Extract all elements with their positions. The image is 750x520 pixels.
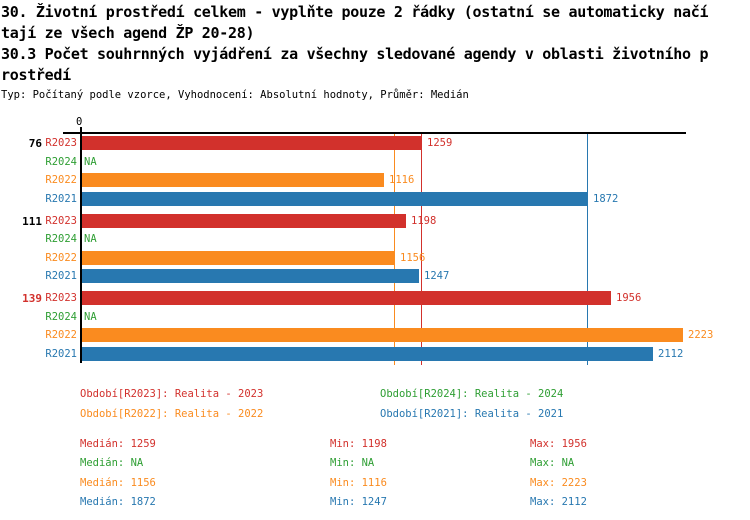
row-label-r2021: R2021 (45, 348, 77, 360)
stats-summary: Medián: 1259 Min: 1198 Max: 1956 Medián: NA… (0, 436, 750, 516)
chart-subtitle-line-2: rostředí (1, 66, 71, 84)
stat-median-r2023: Medián: 1259 (80, 438, 156, 450)
bar-value-label: 2223 (688, 329, 714, 341)
group-label: 139 (22, 292, 42, 305)
row-label-r2023: R2023 (45, 215, 77, 227)
bar-r2022 (82, 328, 683, 342)
stat-median-r2021: Medián: 1872 (80, 496, 156, 508)
stat-min-r2022: Min: 1116 (330, 477, 387, 489)
stat-max-r2021: Max: 2112 (530, 496, 587, 508)
na-value-label: NA (84, 311, 97, 323)
stat-median-r2024: Medián: NA (80, 457, 144, 469)
median-reference-line-r2022 (394, 134, 395, 365)
row-label-r2023: R2023 (45, 292, 77, 304)
stat-max-r2024: Max: NA (530, 457, 575, 469)
bar-value-label: 2112 (658, 348, 684, 360)
page-title-line-1: 30. Životní prostředí celkem - vyplňte p… (1, 3, 709, 21)
row-label-r2024: R2024 (45, 156, 77, 168)
y-axis-line (80, 127, 82, 363)
chart-legend: Období[R2023]: Realita - 2023 Období[R202… (0, 386, 750, 430)
x-axis-zero-tick-label: 0 (76, 116, 83, 128)
bar-r2023 (82, 291, 611, 305)
x-axis-line (63, 132, 686, 134)
stat-max-r2023: Max: 1956 (530, 438, 587, 450)
stat-min-r2023: Min: 1198 (330, 438, 387, 450)
stat-median-r2022: Medián: 1156 (80, 477, 156, 489)
stat-min-r2024: Min: NA (330, 457, 375, 469)
na-value-label: NA (84, 233, 97, 245)
row-label-r2021: R2021 (45, 193, 77, 205)
row-label-r2022: R2022 (45, 252, 77, 264)
row-label-r2022: R2022 (45, 329, 77, 341)
row-label-r2022: R2022 (45, 174, 77, 186)
row-label-r2024: R2024 (45, 311, 77, 323)
bar-r2021 (82, 192, 588, 206)
bar-value-label: 1247 (424, 270, 450, 282)
legend-item-r2021: Období[R2021]: Realita - 2021 (380, 408, 564, 420)
bar-r2022 (82, 173, 384, 187)
page-title-line-2: tají ze všech agend ŽP 20-28) (1, 24, 255, 42)
bar-value-label: 1259 (427, 137, 453, 149)
bar-value-label: 1198 (411, 215, 437, 227)
chart-subtitle-line-1: 30.3 Počet souhrnných vyjádření za všech… (1, 45, 709, 63)
stat-min-r2021: Min: 1247 (330, 496, 387, 508)
bar-value-label: 1156 (400, 252, 426, 264)
bar-r2023 (82, 214, 406, 228)
legend-item-r2024: Období[R2024]: Realita - 2024 (380, 388, 564, 400)
bar-r2021 (82, 269, 419, 283)
bar-chart: 0 76 R2023 1259 R2024 NA R2022 1116 R2021 1872 11… (22, 116, 714, 365)
legend-item-r2023: Období[R2023]: Realita - 2023 (80, 388, 264, 400)
bar-r2022 (82, 251, 395, 265)
na-value-label: NA (84, 156, 97, 168)
bar-value-label: 1956 (616, 292, 642, 304)
bar-value-label: 1872 (593, 193, 619, 205)
chart-meta-text: Typ: Počítaný podle vzorce, Vyhodnocení:… (1, 89, 469, 101)
group-label: 76 (28, 137, 42, 150)
median-reference-line-r2021 (587, 134, 588, 365)
bar-r2023 (82, 136, 422, 150)
bar-value-label: 1116 (389, 174, 415, 186)
row-label-r2023: R2023 (45, 137, 77, 149)
legend-item-r2022: Období[R2022]: Realita - 2022 (80, 408, 264, 420)
stat-max-r2022: Max: 2223 (530, 477, 587, 489)
row-label-r2024: R2024 (45, 233, 77, 245)
median-reference-line-r2023 (421, 134, 422, 365)
bar-r2021 (82, 347, 653, 361)
row-label-r2021: R2021 (45, 270, 77, 282)
group-label: 111 (22, 215, 42, 228)
